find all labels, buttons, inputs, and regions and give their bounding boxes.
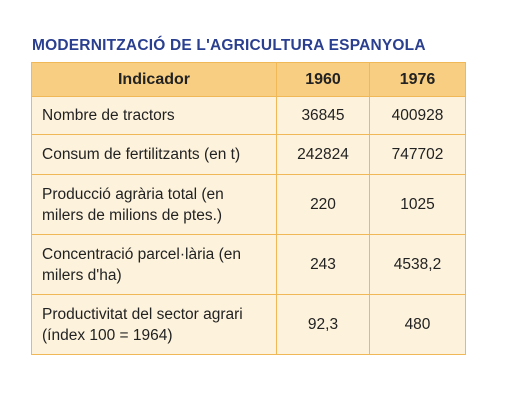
value-1960-cell: 220	[276, 174, 370, 235]
value-1976-cell: 1025	[369, 174, 466, 235]
value-1960-cell: 36845	[276, 96, 370, 135]
table-row: Nombre de tractors 36845 400928	[31, 96, 466, 135]
indicator-cell: Concentració parcel·lària (en milers d'h…	[31, 234, 277, 295]
indicator-cell: Productivitat del sector agrari (índex 1…	[31, 294, 277, 355]
value-1960-cell: 243	[276, 234, 370, 295]
header-1976: 1976	[369, 62, 466, 97]
value-1960-cell: 92,3	[276, 294, 370, 355]
indicator-cell: Consum de fertilitzants (en t)	[31, 134, 277, 175]
header-row: Indicador 1960 1976	[31, 62, 466, 97]
table-row: Productivitat del sector agrari (índex 1…	[31, 294, 466, 355]
header-1960: 1960	[276, 62, 370, 97]
indicator-cell: Nombre de tractors	[31, 96, 277, 135]
value-1960-cell: 242824	[276, 134, 370, 175]
value-1976-cell: 747702	[369, 134, 466, 175]
value-1976-cell: 4538,2	[369, 234, 466, 295]
value-1976-cell: 480	[369, 294, 466, 355]
table-title: MODERNITZACIÓ DE L'AGRICULTURA ESPANYOLA	[32, 37, 426, 54]
header-indicator: Indicador	[31, 62, 277, 97]
table-row: Concentració parcel·lària (en milers d'h…	[31, 234, 466, 295]
indicator-cell: Producció agrària total (en milers de mi…	[31, 174, 277, 235]
value-1976-cell: 400928	[369, 96, 466, 135]
table-row: Producció agrària total (en milers de mi…	[31, 174, 466, 235]
indicators-table: Indicador 1960 1976 Nombre de tractors 3…	[31, 62, 466, 355]
table-row: Consum de fertilitzants (en t) 242824 74…	[31, 134, 466, 175]
